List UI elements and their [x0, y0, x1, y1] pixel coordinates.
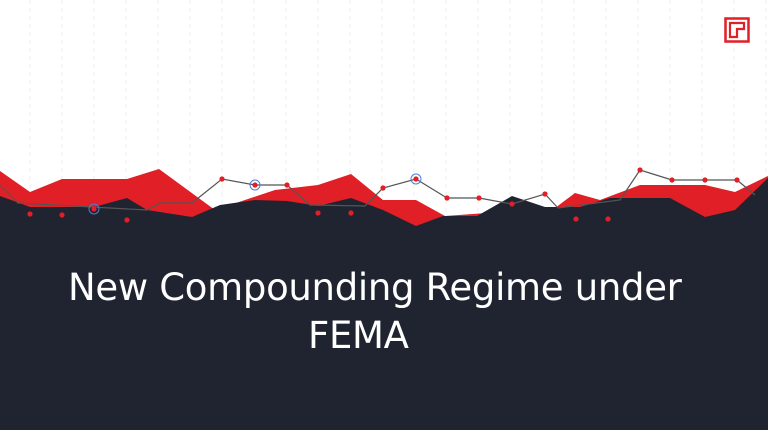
data-dot: [444, 195, 450, 201]
data-dot: [476, 195, 482, 201]
data-dot: [124, 217, 130, 223]
data-dot: [669, 177, 675, 183]
data-dot: [637, 167, 643, 173]
slide-title-line-2: FEMA: [308, 314, 409, 357]
highlight-ring: [410, 173, 422, 185]
data-dot: [219, 176, 225, 182]
data-dot: [380, 185, 386, 191]
data-dot: [348, 210, 354, 216]
gridlines: [29, 0, 767, 230]
slide-title-line-1: New Compounding Regime under: [68, 266, 682, 309]
highlight-ring: [88, 203, 100, 215]
data-dot: [702, 177, 708, 183]
data-dots: [27, 167, 740, 223]
data-dot: [315, 210, 321, 216]
data-dot: [734, 177, 740, 183]
data-dot: [284, 182, 290, 188]
data-dot: [413, 176, 419, 182]
data-dot: [91, 206, 97, 212]
dark-area: [0, 178, 768, 430]
data-dot: [509, 201, 515, 207]
data-dot: [573, 216, 579, 222]
data-dot: [252, 182, 258, 188]
data-dot: [27, 211, 33, 217]
data-dot: [59, 212, 65, 218]
data-dot: [605, 216, 611, 222]
highlight-ring: [249, 179, 261, 191]
data-dot: [542, 191, 548, 197]
logo-icon: [724, 17, 750, 43]
